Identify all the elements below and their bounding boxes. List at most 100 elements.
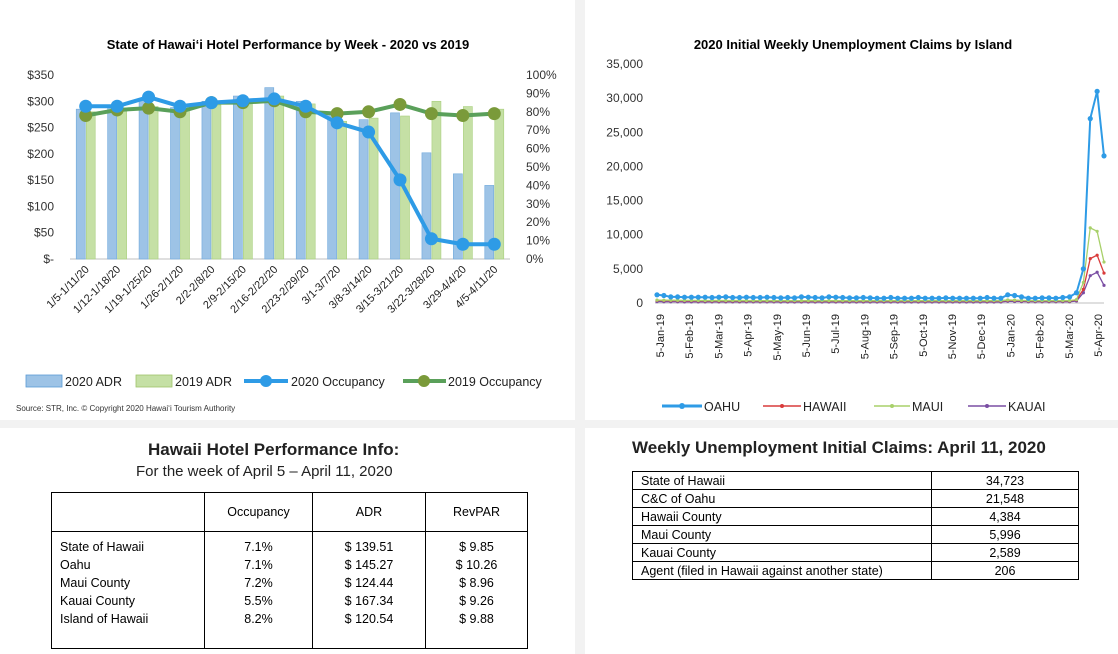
table-cell: 5,996 xyxy=(931,525,1079,544)
bar-2019-adr xyxy=(431,100,442,260)
legend-label-oahu: OAHU xyxy=(704,400,740,414)
series-oahu-point xyxy=(840,294,846,301)
series-maui-point xyxy=(1088,226,1092,230)
x-tick-label: 5-Feb-20 xyxy=(1035,314,1047,359)
series-oahu-point xyxy=(936,295,942,301)
y-left-tick-label: $200 xyxy=(27,147,54,161)
y-tick-label: 35,000 xyxy=(606,57,643,71)
occupancy-2019-point xyxy=(393,97,407,111)
table-cell: 5.5% xyxy=(204,592,313,610)
series-oahu-point xyxy=(736,294,743,301)
series-kauai-point xyxy=(1081,291,1085,295)
series-maui-point xyxy=(827,299,831,303)
series-oahu-point xyxy=(1005,292,1011,298)
hotel-performance-table: Occupancy ADR RevPAR State of Hawaii 7.1… xyxy=(51,492,528,649)
legend-swatch-2019-occupancy-marker xyxy=(418,375,430,387)
occupancy-2019-point xyxy=(79,108,93,122)
occupancy-2019-point xyxy=(424,107,438,121)
legend-label-maui: MAUI xyxy=(912,400,943,414)
y-right-tick-label: 70% xyxy=(526,123,550,137)
series-oahu-point xyxy=(908,295,915,301)
legend-label-hawaii: HAWAII xyxy=(803,400,847,414)
series-oahu-point xyxy=(943,295,949,301)
series-oahu-point xyxy=(1080,266,1086,272)
occupancy-2020-point xyxy=(79,99,93,113)
y-right-tick-label: 0% xyxy=(526,252,544,266)
series-oahu-point xyxy=(1067,294,1073,300)
series-oahu-point xyxy=(1087,116,1093,122)
legend-marker-hawaii xyxy=(780,404,784,408)
y-tick-label: 25,000 xyxy=(606,125,643,139)
bar-2019-adr xyxy=(368,117,379,260)
table-cell: 7.2% xyxy=(204,574,313,592)
x-tick-label: 5-Jul-19 xyxy=(830,314,842,354)
table-cell: State of Hawaii xyxy=(60,540,145,554)
table-cell: $ 145.27 xyxy=(312,556,426,574)
y-right-tick-label: 100% xyxy=(526,68,557,82)
y-left-tick-label: $350 xyxy=(27,68,54,82)
table-cell: Agent (filed in Hawaii against another s… xyxy=(632,561,932,580)
y-left-tick-label: $50 xyxy=(34,226,54,240)
occupancy-2020-point xyxy=(456,237,470,251)
series-oahu-point xyxy=(977,295,983,301)
series-hawaii-point xyxy=(1095,253,1099,257)
table-cell: $ 139.51 xyxy=(312,531,426,556)
x-tick-label: 5-Aug-19 xyxy=(859,314,871,359)
bar-2019-adr xyxy=(463,106,473,260)
table-cell: $ 120.54 xyxy=(312,610,426,649)
y-tick-label: 0 xyxy=(636,296,643,310)
claims-table-title: Weekly Unemployment Initial Claims: Apri… xyxy=(632,438,1046,457)
occupancy-2020-point xyxy=(487,237,501,251)
series-maui-point xyxy=(724,298,728,303)
series-oahu-point xyxy=(819,295,825,301)
series-oahu-point xyxy=(757,294,763,301)
series-oahu-point xyxy=(798,294,805,300)
table-cell: $ 167.34 xyxy=(312,592,426,610)
table-row: Island of Hawaii 8.2% $ 120.54 $ 9.88 xyxy=(52,610,528,649)
legend-label-2019-occupancy: 2019 Occupancy xyxy=(448,375,543,389)
series-oahu-point xyxy=(688,294,694,300)
series-oahu-point xyxy=(750,294,756,301)
hotel-table-header-region xyxy=(51,492,205,532)
series-maui-point xyxy=(703,298,707,303)
series-oahu-point xyxy=(901,295,908,301)
hotel-table-header-occupancy: Occupancy xyxy=(204,492,313,532)
y-tick-label: 20,000 xyxy=(606,159,643,173)
table-cell: 7.1% xyxy=(204,556,313,574)
legend-swatch-2020-adr xyxy=(25,374,63,388)
y-tick-label: 10,000 xyxy=(606,228,643,242)
series-maui-point xyxy=(669,298,673,302)
legend-label-2019-adr: 2019 ADR xyxy=(175,375,232,389)
x-tick-label: 5-May-19 xyxy=(772,314,784,360)
legend-swatch-2019-adr xyxy=(135,374,173,388)
x-tick-label: 5-Jan-20 xyxy=(1005,314,1017,357)
x-tick-label: 5-Apr-20 xyxy=(1093,314,1105,357)
occupancy-2020-point xyxy=(362,125,376,139)
claims-chart-title: 2020 Initial Weekly Unemployment Claims … xyxy=(694,37,1012,52)
series-oahu-point xyxy=(661,292,667,299)
series-maui-point xyxy=(676,298,680,302)
table-row: C&C of Oahu 21,548 xyxy=(632,489,1079,508)
table-cell: $ 9.88 xyxy=(425,610,528,649)
series-maui-point xyxy=(1081,280,1085,285)
series-oahu-point xyxy=(915,294,921,301)
table-row: Maui County 5,996 xyxy=(632,525,1079,544)
series-hawaii-point xyxy=(1102,271,1106,275)
occupancy-2019-point xyxy=(362,105,376,119)
y-left-tick-label: $300 xyxy=(27,94,54,108)
y-right-tick-label: 40% xyxy=(526,178,550,192)
hotel-chart-source: Source: STR, Inc. © Copyright 2020 Hawai… xyxy=(16,404,235,413)
series-oahu-point xyxy=(654,292,660,298)
y-left-tick-label: $150 xyxy=(27,173,54,187)
claims-chart-legend: OAHU HAWAII MAUI KAUAI xyxy=(662,400,1046,414)
table-cell: $ 10.26 xyxy=(425,556,528,574)
series-maui-point xyxy=(806,299,810,303)
series-maui-point xyxy=(655,298,659,302)
y-left-tick-label: $250 xyxy=(27,121,54,135)
series-oahu-point xyxy=(723,294,729,300)
series-oahu-point xyxy=(771,294,777,301)
x-tick-label: 5-Jun-19 xyxy=(801,314,813,357)
series-maui-point xyxy=(744,298,749,303)
series-oahu-point xyxy=(1101,153,1107,159)
series-oahu-point xyxy=(998,295,1004,301)
